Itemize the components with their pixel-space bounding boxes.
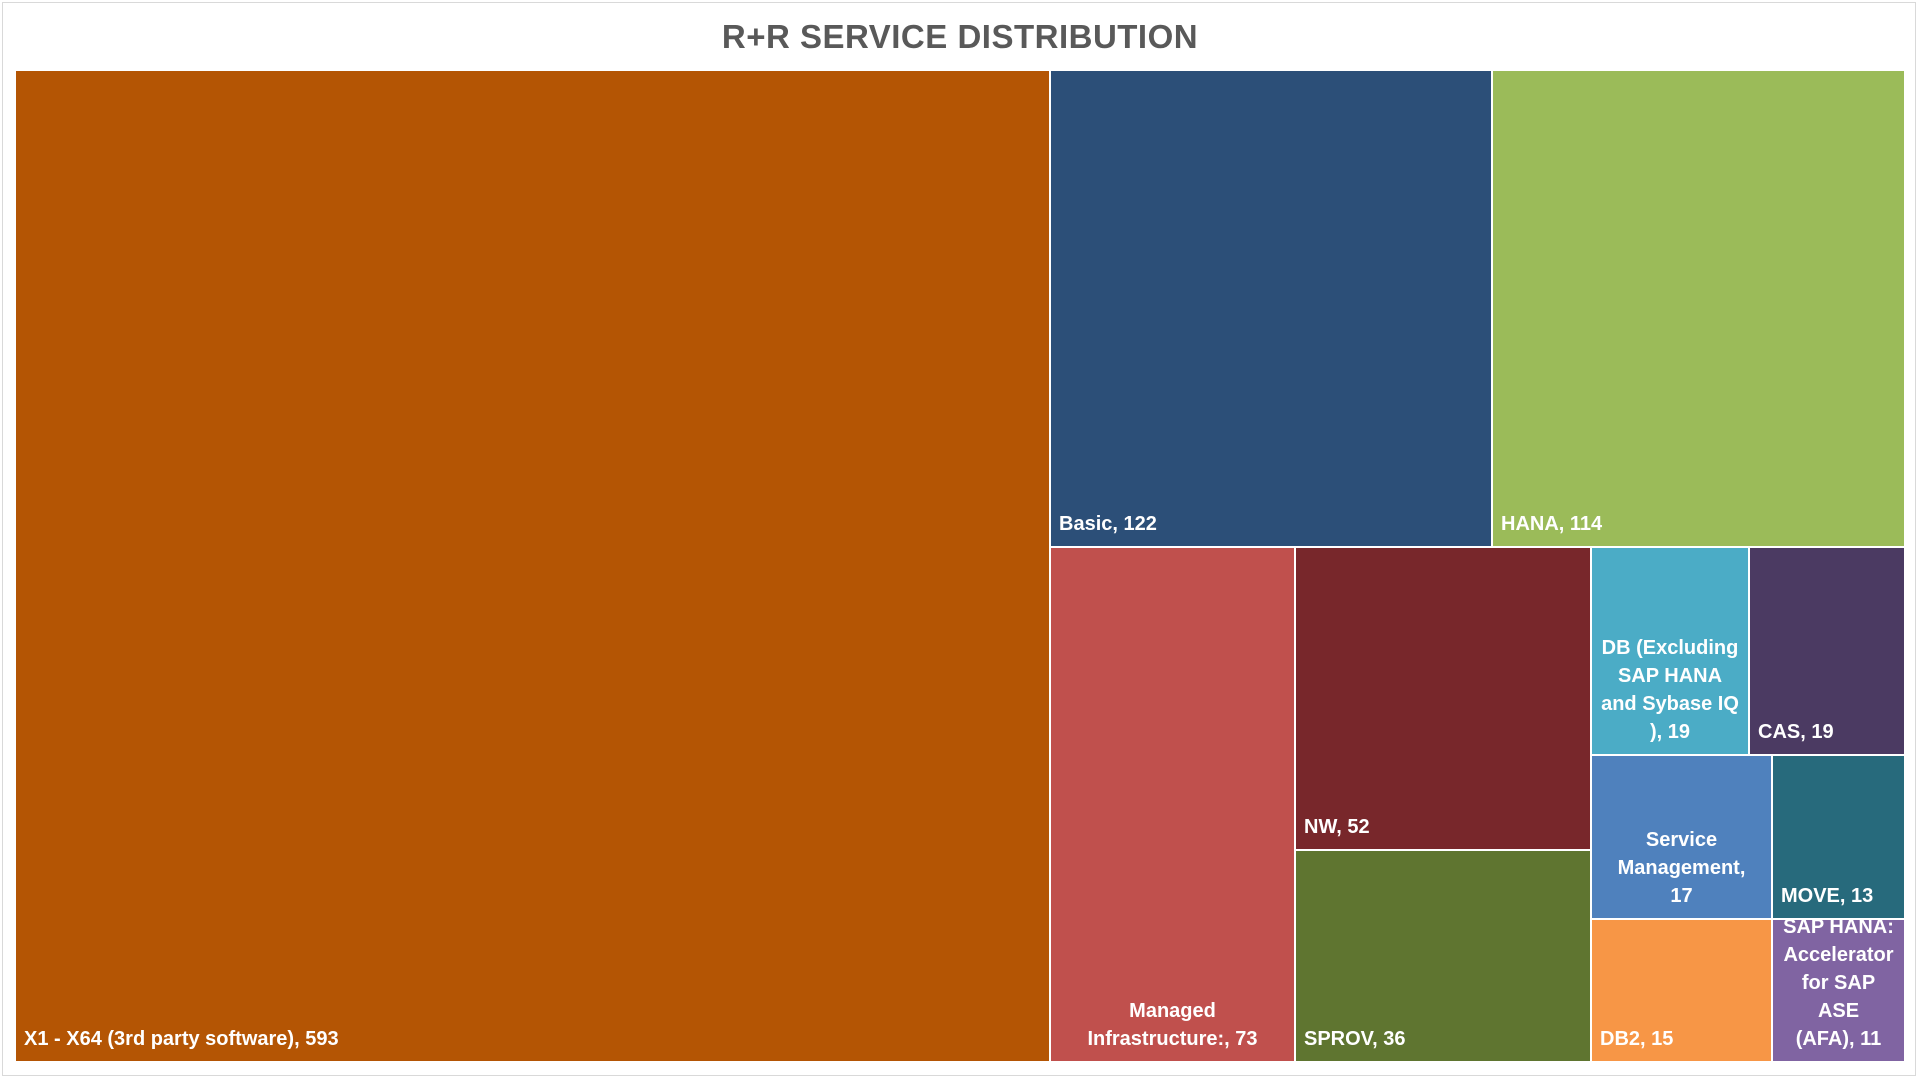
- treemap-tile-label: Managed Infrastructure:, 73: [1087, 1000, 1258, 1050]
- treemap-tile-label: HANA, 114: [1501, 513, 1603, 535]
- treemap-tile-service-management: Service Management, 17: [1591, 755, 1772, 919]
- treemap-tile-label: X1 - X64 (3rd party software), 593: [24, 1028, 339, 1050]
- treemap-tile-label: CAS, 19: [1758, 721, 1834, 743]
- treemap-tile-db-excluding-sap-hana-and-sybase-iq: DB (Excluding SAP HANA and Sybase IQ ), …: [1591, 547, 1749, 755]
- treemap-tile-sprov: SPROV, 36: [1295, 850, 1591, 1062]
- treemap-tile-label: DB (Excluding SAP HANA and Sybase IQ ), …: [1601, 637, 1739, 743]
- treemap-tile-nw: NW, 52: [1295, 547, 1591, 850]
- treemap-tile-sap-hana-accelerator-for-sap-ase-afa: SAP HANA: Accelerator for SAP ASE (AFA),…: [1772, 919, 1905, 1062]
- treemap-tile-managed-infrastructure: Managed Infrastructure:, 73: [1050, 547, 1295, 1062]
- treemap-tile-basic: Basic, 122: [1050, 70, 1492, 547]
- treemap-tile-x1-x64-3rd-party-software: X1 - X64 (3rd party software), 593: [15, 70, 1050, 1062]
- treemap-tile-label: SAP HANA: Accelerator for SAP ASE (AFA),…: [1783, 919, 1894, 1050]
- treemap-tile-label: SPROV, 36: [1304, 1028, 1406, 1050]
- treemap-tile-label: Service Management, 17: [1617, 829, 1746, 907]
- treemap-plot: X1 - X64 (3rd party software), 593 Basic,…: [15, 70, 1905, 1062]
- treemap-tile-label: NW, 52: [1304, 816, 1370, 838]
- chart-title: R+R SERVICE DISTRIBUTION: [721, 18, 1199, 55]
- treemap-tile-cas: CAS, 19: [1749, 547, 1905, 755]
- treemap-tile-label: MOVE, 13: [1781, 885, 1874, 907]
- treemap-tile-hana: HANA, 114: [1492, 70, 1905, 547]
- treemap-tile-label: DB2, 15: [1600, 1028, 1674, 1050]
- treemap-tile-label: Basic, 122: [1059, 513, 1157, 535]
- treemap-tile-move: MOVE, 13: [1772, 755, 1905, 919]
- treemap-tile-db2: DB2, 15: [1591, 919, 1772, 1062]
